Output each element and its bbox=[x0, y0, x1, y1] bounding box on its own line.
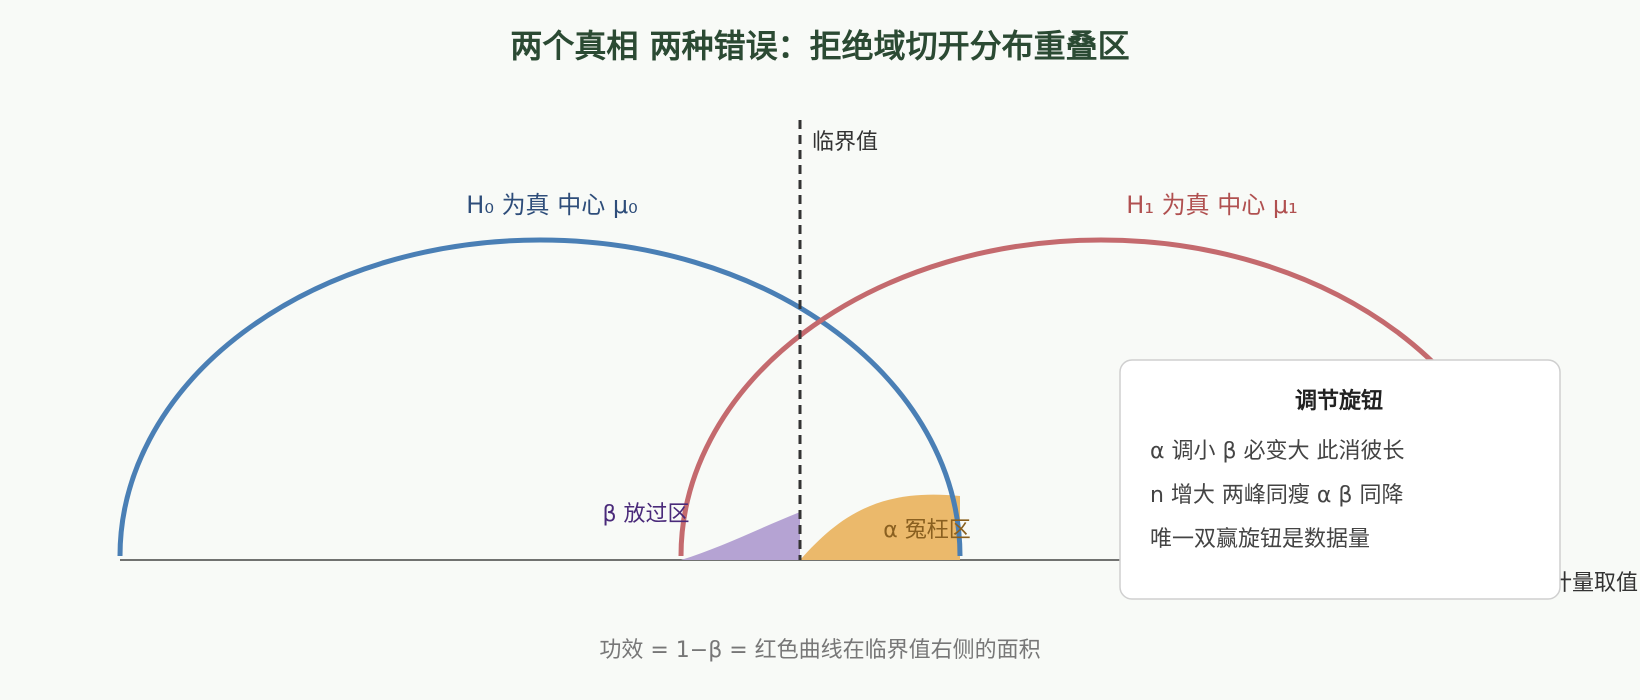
title: 两个真相 两种错误：拒绝域切开分布重叠区 bbox=[510, 27, 1129, 65]
panel-line: α 调小 β 必变大 此消彼长 bbox=[1150, 439, 1405, 464]
critical-label: 临界值 bbox=[812, 130, 878, 155]
panel bbox=[1119, 359, 1561, 600]
h1-label: H₁ 为真 中心 μ₁ bbox=[1126, 191, 1297, 219]
panel-title: 调节旋钮 bbox=[1295, 388, 1383, 414]
h0-curve bbox=[117, 237, 963, 557]
alpha-region bbox=[800, 494, 960, 560]
footer: 功效 = 1−β = 红色曲线在临界值右侧的面积 bbox=[599, 638, 1040, 663]
panel-line: n 增大 两峰同瘦 α β 同降 bbox=[1150, 483, 1403, 508]
panel-line: 唯一双赢旋钮是数据量 bbox=[1150, 527, 1370, 552]
h0-label: H₀ 为真 中心 μ₀ bbox=[466, 191, 637, 219]
beta-label: β 放过区 bbox=[602, 502, 689, 527]
beta-region bbox=[681, 512, 800, 560]
alpha-label: α 冤枉区 bbox=[883, 518, 971, 543]
